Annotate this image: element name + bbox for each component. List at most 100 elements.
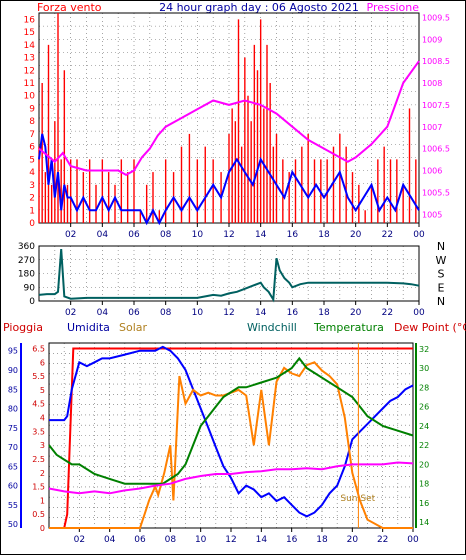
dew-point-line (48, 461, 414, 495)
wind-y-tick: 1 (29, 206, 35, 216)
temperature-y-tick: 32 (419, 345, 429, 354)
x-tick-label: 06 (128, 230, 140, 240)
pressure-y-tick: 1005.5 (422, 188, 450, 197)
x-tick-label: 14 (255, 230, 267, 240)
pressure-y-tick: 1007 (422, 123, 442, 132)
wind-y-tick: 3 (29, 181, 35, 191)
chart-title: 24 hour graph day : 06 Agosto 2021 (159, 1, 359, 14)
compass-label: N (437, 295, 445, 308)
legend-label: Windchill (247, 321, 297, 334)
x-tick-label: 12 (223, 230, 234, 240)
legend-label: Dew Point (°C) (394, 321, 466, 334)
temperature-y-tick: 16 (419, 499, 429, 508)
direction-y-tick: 0 (29, 297, 35, 307)
x-tick-label: 12 (223, 308, 234, 318)
x-tick-label: 02 (65, 230, 76, 240)
x-tick-label: 08 (165, 535, 177, 545)
x-tick-label: 02 (74, 535, 85, 545)
wind-y-tick: 4 (29, 168, 35, 178)
pressure-y-tick: 1006 (422, 167, 442, 176)
temperature-line (48, 356, 414, 485)
wind-y-tick: 9 (29, 104, 35, 114)
temperature-y-tick: 24 (419, 422, 429, 431)
x-tick-label: 18 (318, 308, 330, 318)
humidity-y-tick: 75 (8, 424, 18, 433)
x-tick-label: 00 (413, 308, 425, 318)
wind-y-tick: 8 (29, 117, 35, 127)
wind-pressure-panel: 02 04 06 08 10 12 14 16 18 20 22 001615141312111098… (24, 12, 450, 240)
temperature-y-tick: 26 (419, 403, 429, 412)
x-tick-label: 00 (407, 535, 419, 545)
wind-y-tick: 13 (24, 54, 35, 64)
wind-y-tick: 16 (24, 15, 36, 25)
rain-y-tick: 4.5 (32, 400, 45, 409)
humidity-y-tick: 85 (8, 385, 18, 394)
temperature-y-tick: 14 (419, 518, 429, 527)
x-tick-label: 16 (286, 535, 298, 545)
rain-y-tick: 1.5 (32, 483, 45, 492)
temperature-y-tick: 28 (419, 383, 429, 392)
humidity-y-tick: 50 (8, 520, 18, 529)
humidity-y-tick: 60 (8, 482, 18, 491)
rain-y-tick: 6 (40, 358, 45, 367)
wind-y-tick: 5 (29, 155, 35, 165)
temperature-y-tick: 20 (419, 460, 429, 469)
humidity-y-tick: 95 (8, 347, 18, 356)
x-tick-label: 22 (382, 230, 393, 240)
x-tick-label: 22 (382, 308, 393, 318)
wind-y-tick: 11 (24, 79, 35, 89)
x-tick-label: 06 (128, 308, 140, 318)
pressure-y-tick: 1007.5 (422, 101, 450, 110)
x-tick-label: 04 (104, 535, 116, 545)
x-tick-label: 20 (347, 535, 359, 545)
x-tick-label: 16 (287, 230, 299, 240)
x-tick-label: 08 (160, 230, 172, 240)
wind-speed-line (38, 133, 420, 226)
rain-line (49, 347, 413, 529)
direction-y-tick: 360 (18, 242, 35, 252)
humidity-line (49, 345, 414, 518)
x-tick-label: 18 (318, 230, 330, 240)
rain-y-tick: 6.5 (32, 345, 45, 354)
x-tick-label: 10 (195, 535, 207, 545)
x-tick-label: 00 (413, 230, 425, 240)
x-tick-label: 10 (192, 230, 204, 240)
compass-label: W (436, 254, 447, 267)
legend-label: Pioggia (3, 321, 43, 334)
x-tick-label: 20 (350, 308, 362, 318)
pressure-axis-label: Pressione (367, 1, 420, 14)
x-tick-label: 12 (225, 535, 236, 545)
wind-y-tick: 7 (29, 130, 35, 140)
x-tick-label: 02 (65, 308, 76, 318)
humidity-y-tick: 80 (8, 405, 18, 414)
compass-label: N (437, 240, 445, 253)
x-tick-label: 14 (255, 308, 267, 318)
pressure-y-tick: 1009.5 (422, 13, 450, 22)
direction-y-tick: 180 (18, 270, 35, 280)
compass-label: E (438, 281, 445, 294)
temperature-y-tick: 18 (419, 480, 429, 489)
wind-y-tick: 14 (24, 41, 36, 51)
pressure-y-tick: 1009 (422, 35, 442, 44)
wind-direction-panel: 02 04 06 08 10 12 14 16 18 20 22 00360270180900NWSE… (18, 240, 447, 318)
wind-axis-label: Forza vento (37, 1, 102, 14)
legend-label: Solar (119, 321, 148, 334)
legend-label: Temperatura (313, 321, 384, 334)
humidity-y-tick: 55 (8, 501, 18, 510)
x-tick-label: 16 (287, 308, 299, 318)
x-tick-label: 08 (160, 308, 172, 318)
legend-label: Umidita (67, 321, 110, 334)
wind-direction-line (38, 249, 420, 303)
temperature-y-tick: 30 (419, 364, 429, 373)
rain-y-tick: 2 (40, 469, 45, 478)
x-tick-label: 04 (97, 308, 109, 318)
x-tick-label: 22 (377, 535, 388, 545)
pressure-y-tick: 1008 (422, 79, 442, 88)
wind-y-tick: 10 (24, 92, 36, 102)
x-tick-label: 06 (134, 535, 146, 545)
direction-y-tick: 90 (24, 283, 36, 293)
rain-y-tick: 3 (40, 441, 45, 450)
rain-y-tick: 4 (40, 414, 45, 423)
